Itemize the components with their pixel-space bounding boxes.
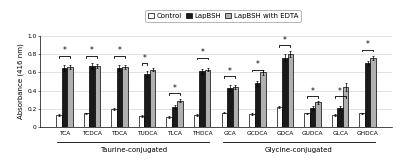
Text: *: * (173, 84, 176, 93)
Bar (177, 101, 183, 127)
Text: *: * (311, 87, 314, 96)
Bar (337, 108, 343, 127)
Bar (200, 71, 205, 127)
Bar (56, 115, 62, 127)
Bar (89, 66, 95, 127)
Bar (95, 66, 100, 127)
Bar (288, 54, 293, 127)
Legend: Control, LapBSH, LapBSH with EDTA: Control, LapBSH, LapBSH with EDTA (146, 10, 301, 22)
Bar (232, 87, 238, 127)
Bar (117, 68, 122, 127)
Bar (84, 113, 89, 127)
Text: *: * (142, 54, 146, 63)
Bar (277, 107, 282, 127)
Bar (332, 115, 337, 127)
Text: *: * (62, 46, 66, 55)
Bar (67, 67, 72, 127)
Bar (310, 108, 315, 127)
Bar (111, 109, 117, 127)
Bar (62, 68, 67, 127)
Bar (370, 58, 376, 127)
Text: *: * (338, 87, 342, 96)
Bar (122, 67, 128, 127)
Bar (205, 70, 210, 127)
Bar (282, 58, 288, 127)
Bar (222, 112, 227, 127)
Y-axis label: Absorbance (416 nm): Absorbance (416 nm) (18, 44, 24, 119)
Text: *: * (283, 36, 287, 44)
Bar (172, 107, 177, 127)
Bar (315, 103, 321, 127)
Bar (343, 87, 348, 127)
Text: *: * (366, 40, 370, 49)
Text: Glycine-conjugated: Glycine-conjugated (265, 147, 333, 153)
Bar (166, 117, 172, 127)
Text: *: * (90, 46, 94, 55)
Text: *: * (118, 46, 121, 55)
Bar (365, 63, 370, 127)
Bar (360, 113, 365, 127)
Text: *: * (256, 60, 259, 69)
Text: *: * (200, 48, 204, 57)
Bar (255, 83, 260, 127)
Text: Taurine-conjugated: Taurine-conjugated (100, 147, 167, 153)
Bar (139, 116, 144, 127)
Bar (144, 74, 150, 127)
Bar (194, 115, 200, 127)
Text: *: * (228, 67, 232, 76)
Bar (150, 70, 155, 127)
Bar (304, 113, 310, 127)
Bar (249, 114, 255, 127)
Bar (260, 72, 266, 127)
Bar (227, 88, 232, 127)
